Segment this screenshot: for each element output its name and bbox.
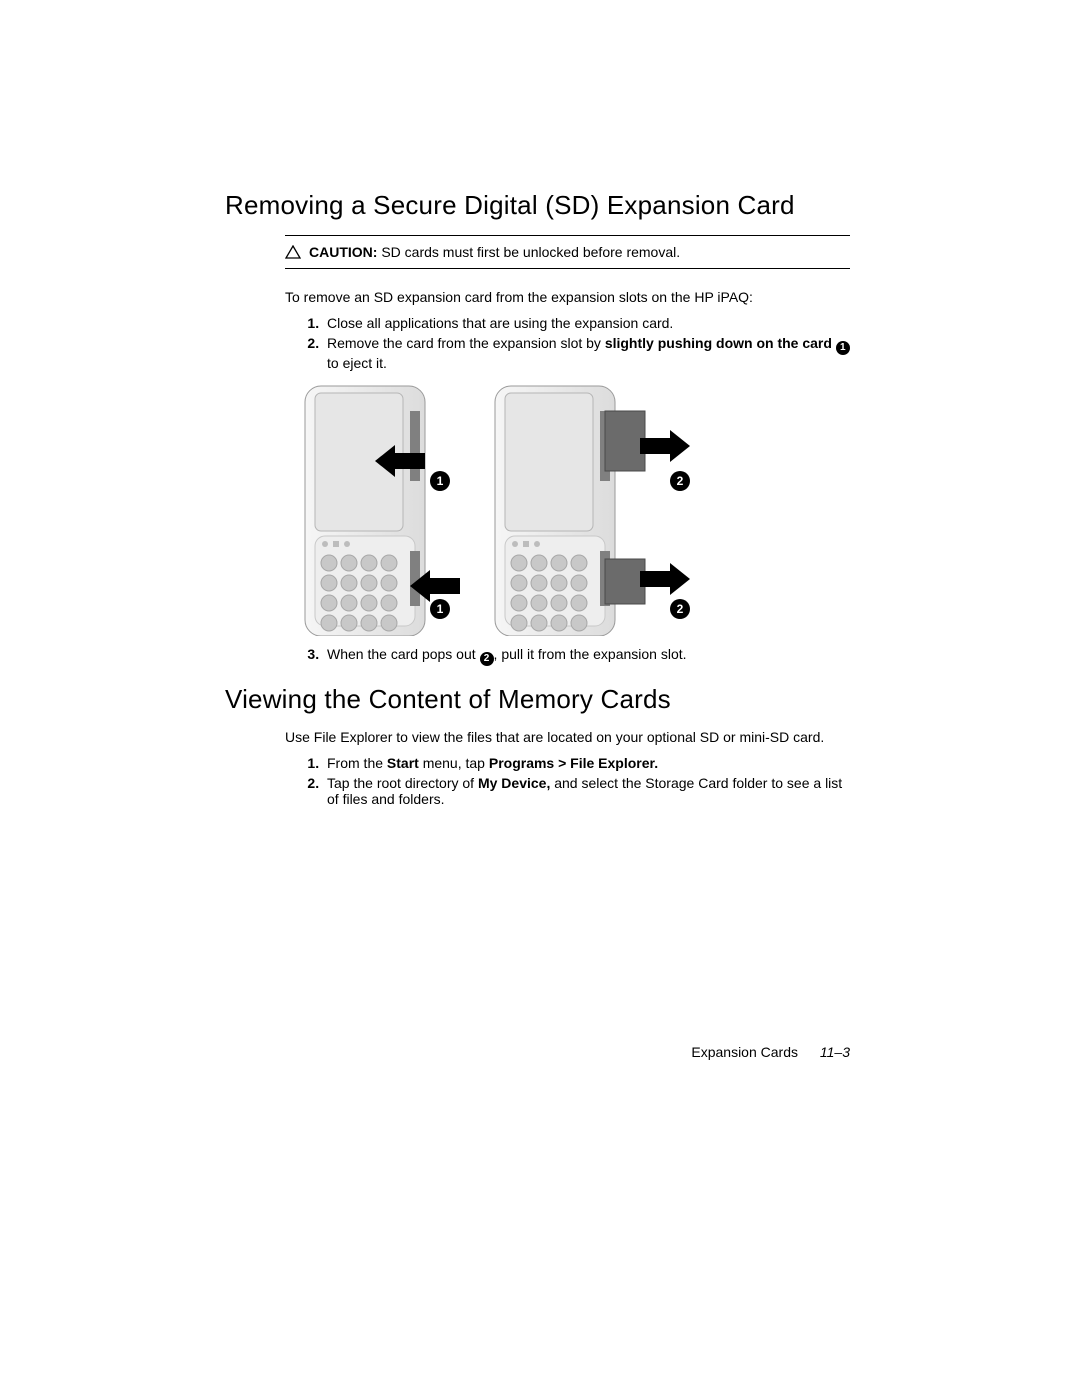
page-footer: Expansion Cards 11–3 <box>225 1044 850 1060</box>
step-2-post: to eject it. <box>327 355 387 371</box>
vs2-a: Tap the root directory of <box>327 775 478 791</box>
step-1: Close all applications that are using th… <box>323 315 850 331</box>
steps-removing: Close all applications that are using th… <box>285 315 850 371</box>
vs1-b: Start <box>387 755 419 771</box>
illus-badge-1-top: 1 <box>437 474 444 488</box>
footer-section: Expansion Cards <box>691 1044 798 1060</box>
sd-card-top <box>605 411 645 471</box>
steps-viewing: From the Start menu, tap Programs > File… <box>285 755 850 807</box>
arrow-right-top-icon <box>640 430 690 462</box>
caution-body: SD cards must first be unlocked before r… <box>381 244 680 260</box>
illus-badge-1-bottom: 1 <box>437 602 444 616</box>
view-step-1: From the Start menu, tap Programs > File… <box>323 755 850 771</box>
intro-text-2: Use File Explorer to view the files that… <box>285 729 850 745</box>
intro-text-1: To remove an SD expansion card from the … <box>285 289 850 305</box>
device-right <box>495 386 615 636</box>
illustration: 1 1 <box>285 381 790 636</box>
vs2-b: My Device, <box>478 775 550 791</box>
vs1-c: menu, tap <box>419 755 489 771</box>
step-2-pre: Remove the card from the expansion slot … <box>327 335 605 351</box>
sd-card-bottom <box>605 559 645 604</box>
view-step-2: Tap the root directory of My Device, and… <box>323 775 850 807</box>
step-2: Remove the card from the expansion slot … <box>323 335 850 371</box>
caution-box: CAUTION: SD cards must first be unlocked… <box>285 235 850 269</box>
vs1-d: Programs > File Explorer. <box>489 755 658 771</box>
step-3-post: , pull it from the expansion slot. <box>494 646 687 662</box>
step-2-bold: slightly pushing down on the card <box>605 335 836 351</box>
page-content: Removing a Secure Digital (SD) Expansion… <box>225 190 850 811</box>
step-3: When the card pops out 2, pull it from t… <box>323 646 850 666</box>
footer-page-number: 11–3 <box>820 1044 850 1060</box>
heading-removing-sd: Removing a Secure Digital (SD) Expansion… <box>225 190 850 221</box>
badge-1-icon: 1 <box>836 341 850 355</box>
vs1-a: From the <box>327 755 387 771</box>
step-3-pre: When the card pops out <box>327 646 480 662</box>
heading-viewing-content: Viewing the Content of Memory Cards <box>225 684 850 715</box>
device-left <box>305 386 425 636</box>
illus-badge-2-bottom: 2 <box>677 602 684 616</box>
caution-label: CAUTION: <box>309 244 377 260</box>
illus-badge-2-top: 2 <box>677 474 684 488</box>
badge-2-icon: 2 <box>480 652 494 666</box>
caution-triangle-icon <box>285 245 301 259</box>
steps-removing-cont: When the card pops out 2, pull it from t… <box>285 646 850 666</box>
arrow-right-bottom-icon <box>640 563 690 595</box>
caution-text: CAUTION: SD cards must first be unlocked… <box>309 244 680 260</box>
